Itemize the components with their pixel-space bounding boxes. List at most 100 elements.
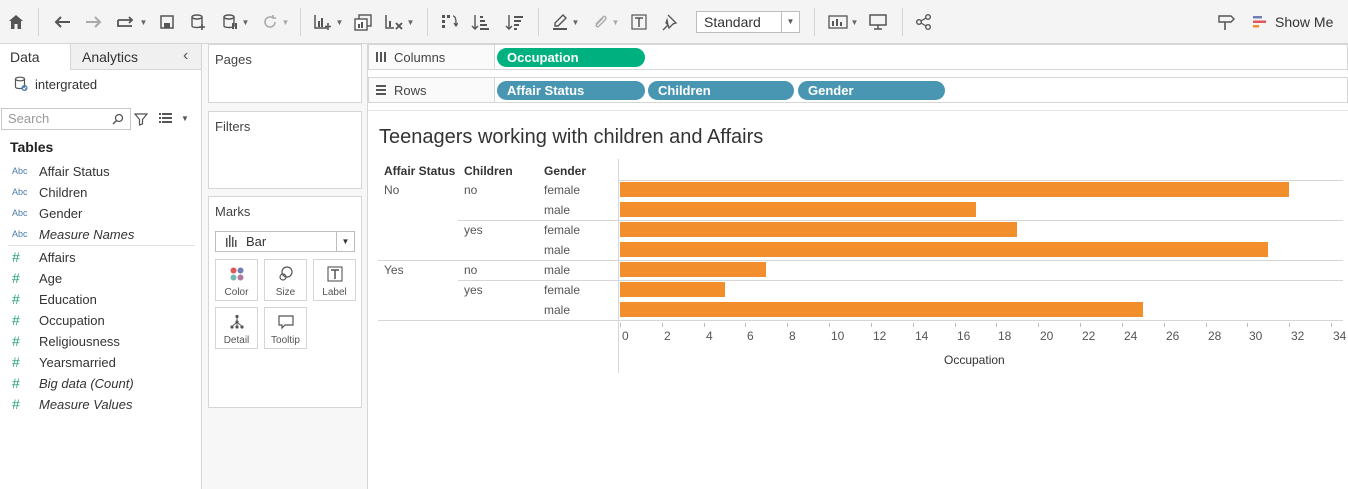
redo-icon[interactable]	[83, 9, 105, 35]
gender-cell[interactable]: male	[544, 243, 571, 257]
bar-mark[interactable]	[620, 202, 976, 217]
highlight-icon[interactable]: ▼	[548, 9, 582, 35]
pill-gender[interactable]: Gender	[798, 81, 945, 100]
number-type-icon: #	[12, 396, 20, 412]
gender-cell[interactable]: female	[544, 283, 581, 297]
show-me-button[interactable]: Show Me	[1252, 12, 1333, 32]
sort-descending-icon[interactable]	[502, 9, 526, 35]
row-header-children[interactable]: Children	[464, 164, 513, 178]
children-cell[interactable]: no	[464, 263, 478, 277]
tab-data[interactable]: Data	[10, 49, 40, 65]
bar-mark[interactable]	[620, 222, 1018, 237]
field-label: Education	[39, 291, 97, 307]
pill-occupation[interactable]: Occupation	[497, 48, 645, 67]
filter-icon[interactable]	[134, 112, 148, 126]
field-age[interactable]: # Age	[12, 268, 62, 288]
field-affair-status[interactable]: Abc Affair Status	[12, 161, 110, 181]
tab-analytics-label[interactable]: Analytics	[82, 49, 139, 65]
save-icon[interactable]	[156, 9, 178, 35]
cards-column: Pages Filters Marks Bar ▼ Color Size Lab…	[202, 44, 368, 489]
sort-ascending-icon[interactable]	[468, 9, 492, 35]
pill-children[interactable]: Children	[648, 81, 794, 100]
gender-cell[interactable]: male	[544, 263, 571, 277]
children-cell[interactable]: yes	[464, 223, 483, 237]
undo-icon[interactable]	[51, 9, 73, 35]
show-hide-cards-icon[interactable]: ▼	[825, 9, 861, 35]
field-occupation[interactable]: # Occupation	[12, 310, 105, 330]
string-type-icon: Abc	[12, 187, 28, 197]
columns-icon	[376, 52, 386, 62]
duplicate-sheet-icon[interactable]	[352, 9, 374, 35]
x-axis-tick-label: 28	[1208, 329, 1222, 343]
new-datasource-icon[interactable]	[187, 9, 209, 35]
pane-left-border	[618, 159, 619, 373]
home-icon[interactable]	[5, 9, 27, 35]
refresh-icon[interactable]: ▼	[258, 9, 292, 35]
children-cell[interactable]: yes	[464, 283, 483, 297]
row-header-gender[interactable]: Gender	[544, 164, 587, 178]
bar-mark[interactable]	[620, 262, 767, 277]
x-axis-tick-mark	[1080, 323, 1081, 327]
pause-updates-icon[interactable]: ▼	[218, 9, 252, 35]
string-type-icon: Abc	[12, 229, 28, 239]
gender-cell[interactable]: male	[544, 203, 571, 217]
view-options-button[interactable]: ▼	[159, 112, 189, 124]
guide-signpost-icon[interactable]	[1214, 9, 1238, 35]
detail-icon	[229, 314, 244, 329]
pill-affair-status[interactable]: Affair Status	[497, 81, 645, 100]
field-education[interactable]: # Education	[12, 289, 97, 309]
search-field[interactable]: Search	[1, 108, 131, 130]
number-type-icon: #	[12, 333, 20, 349]
rows-shelf[interactable]: Rows Affair Status Children Gender	[368, 77, 1348, 103]
row-header-affair-status[interactable]: Affair Status	[384, 164, 456, 178]
list-view-icon	[159, 113, 172, 123]
bar-mark[interactable]	[620, 242, 1269, 257]
show-mark-labels-icon[interactable]	[628, 9, 650, 35]
detail-button[interactable]: Detail	[215, 307, 258, 349]
group-members-icon[interactable]: ▼	[588, 9, 622, 35]
field-gender[interactable]: Abc Gender	[12, 203, 82, 223]
field-measure-values[interactable]: # Measure Values	[12, 394, 132, 414]
filters-card[interactable]: Filters	[208, 111, 362, 189]
fix-axes-pin-icon[interactable]	[658, 9, 680, 35]
clear-sheet-icon[interactable]: ▼	[381, 9, 417, 35]
color-button[interactable]: Color	[215, 259, 258, 301]
pages-card[interactable]: Pages	[208, 44, 362, 103]
gender-cell[interactable]: female	[544, 183, 581, 197]
collapse-pane-icon[interactable]: ‹	[183, 47, 189, 64]
show-me-label: Show Me	[1275, 14, 1334, 30]
bar-mark[interactable]	[620, 302, 1143, 317]
tab-analytics[interactable]	[70, 44, 201, 70]
affair-status-cell[interactable]: No	[384, 183, 400, 197]
x-axis-tick-mark	[913, 323, 914, 327]
gender-cell[interactable]: male	[544, 303, 571, 317]
size-button[interactable]: Size	[264, 259, 307, 301]
label-button[interactable]: Label	[313, 259, 356, 301]
x-axis-tick-mark	[1289, 323, 1290, 327]
field-measure-names[interactable]: Abc Measure Names	[12, 224, 134, 244]
gender-cell[interactable]: female	[544, 223, 581, 237]
swap-rows-columns-icon[interactable]	[437, 9, 461, 35]
tooltip-button[interactable]: Tooltip	[264, 307, 307, 349]
new-worksheet-icon[interactable]: ▼	[310, 9, 346, 35]
columns-shelf[interactable]: Columns Occupation	[368, 44, 1348, 70]
children-cell[interactable]: no	[464, 183, 478, 197]
field-big-data-count[interactable]: # Big data (Count)	[12, 373, 134, 393]
search-input[interactable]: Search	[8, 111, 50, 126]
affair-status-cell[interactable]: Yes	[384, 263, 404, 277]
share-icon[interactable]	[912, 9, 936, 35]
fit-dropdown[interactable]: Standard ▼	[696, 11, 800, 33]
x-axis-tick-label: 16	[957, 329, 971, 343]
x-axis-tick-mark	[704, 323, 705, 327]
datasource[interactable]: intergrated	[14, 76, 97, 92]
field-affairs[interactable]: # Affairs	[12, 247, 76, 267]
presentation-mode-icon[interactable]	[866, 9, 890, 35]
bar-mark[interactable]	[620, 282, 725, 297]
mark-type-dropdown[interactable]: Bar ▼	[215, 231, 355, 252]
field-children[interactable]: Abc Children	[12, 182, 87, 202]
field-religiousness[interactable]: # Religiousness	[12, 331, 120, 351]
x-axis-tick-label: 14	[915, 329, 929, 343]
replay-icon[interactable]: ▼	[112, 9, 150, 35]
bar-mark[interactable]	[620, 182, 1290, 197]
field-yearsmarried[interactable]: # Yearsmarried	[12, 352, 116, 372]
